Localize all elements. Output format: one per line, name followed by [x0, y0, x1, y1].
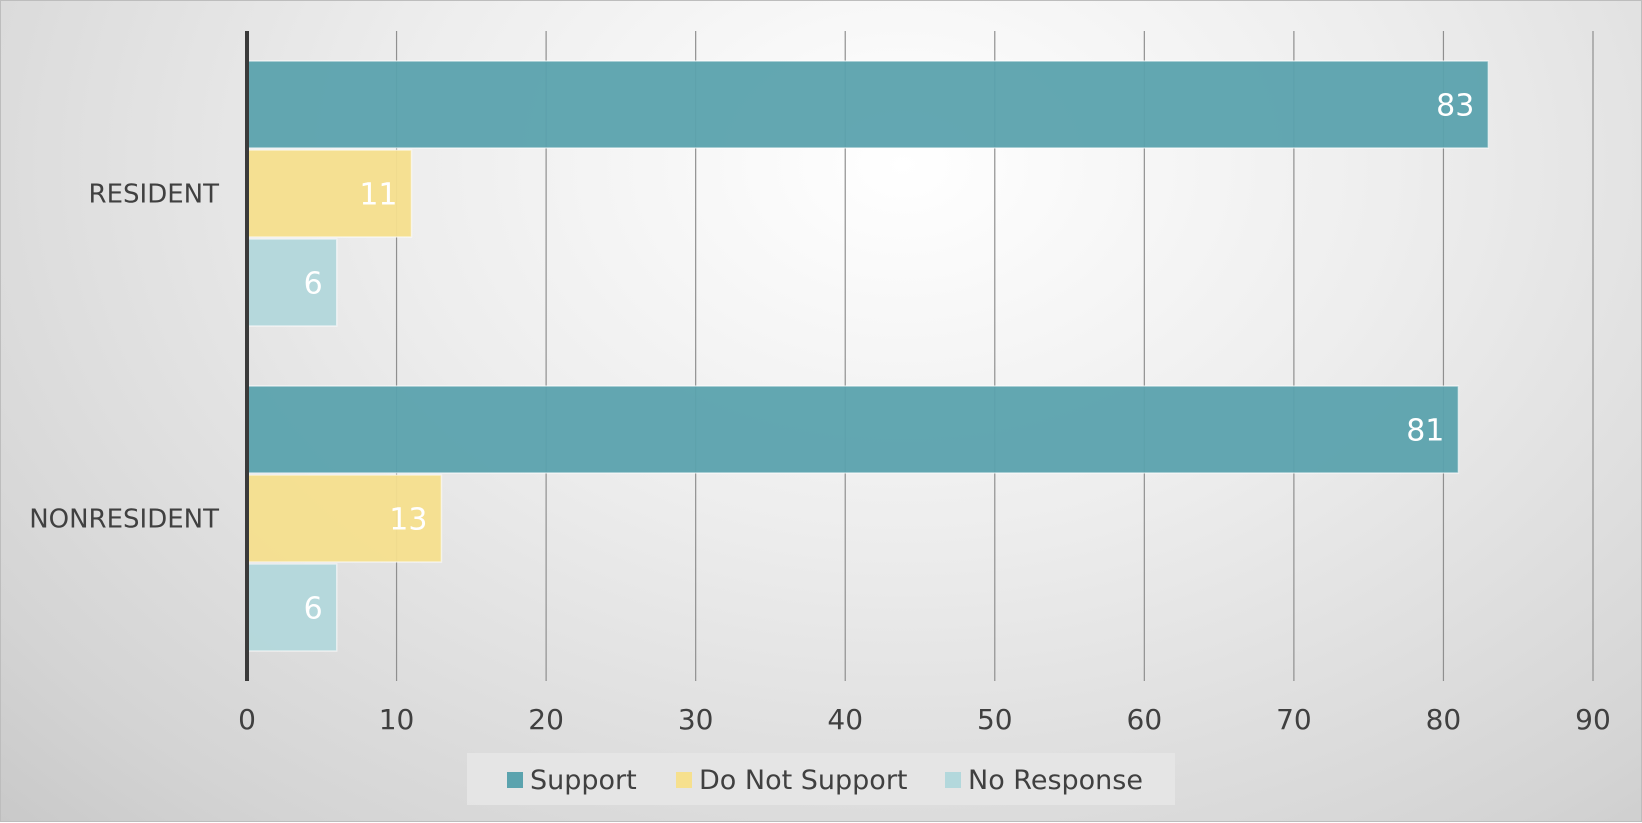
x-tick-label-70: 70: [1276, 703, 1312, 736]
legend-label-do-not-support: Do Not Support: [699, 765, 908, 796]
legend-swatch-no-response: [945, 772, 961, 788]
data-label-resident-no-response: 6: [304, 267, 323, 302]
legend-box: [467, 753, 1175, 805]
x-tick-label-40: 40: [827, 703, 863, 736]
x-tick-label-90: 90: [1575, 703, 1611, 736]
bar-nonresident-support: [246, 385, 1460, 474]
bars: 83 11 6 81 13 6: [246, 60, 1490, 652]
axes: 0 10 20 30 40 50 60 70 80 90 RESIDENT NONRESIDENT: [29, 31, 1611, 736]
data-label-nonresident-do-not-support: 13: [389, 503, 427, 538]
legend-swatch-do-not-support: [676, 772, 692, 788]
data-label-resident-support: 83: [1436, 89, 1474, 124]
legend: Support Do Not Support No Response: [467, 753, 1175, 805]
data-label-nonresident-no-response: 6: [304, 592, 323, 627]
x-tick-label-0: 0: [238, 703, 256, 736]
bar-resident-support: [246, 60, 1490, 149]
data-label-resident-do-not-support: 11: [359, 178, 397, 213]
bar-nonresident-no-response: [246, 563, 338, 652]
category-label-nonresident: NONRESIDENT: [29, 505, 219, 535]
x-tick-label-60: 60: [1127, 703, 1163, 736]
legend-label-support: Support: [530, 765, 637, 796]
bar-resident-no-response: [246, 238, 338, 327]
x-tick-label-50: 50: [977, 703, 1013, 736]
x-tick-label-30: 30: [678, 703, 714, 736]
x-tick-label-20: 20: [528, 703, 564, 736]
bar-nonresident-do-not-support: [246, 474, 443, 563]
bar-resident-do-not-support: [246, 149, 413, 238]
x-tick-label-10: 10: [379, 703, 415, 736]
x-tick-label-80: 80: [1426, 703, 1462, 736]
legend-label-no-response: No Response: [968, 765, 1143, 796]
category-label-resident: RESIDENT: [89, 180, 220, 210]
data-label-nonresident-support: 81: [1406, 414, 1444, 449]
legend-swatch-support: [507, 772, 523, 788]
